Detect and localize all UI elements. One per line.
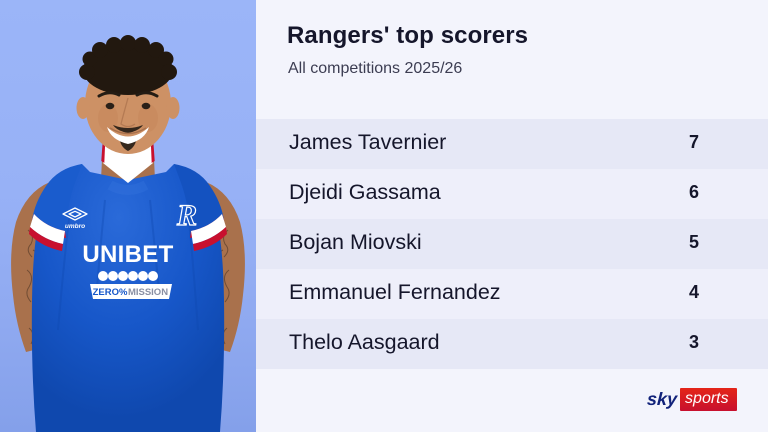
svg-text:ZERO%: ZERO% — [93, 287, 128, 298]
svg-text:UNIBET: UNIBET — [82, 241, 173, 268]
svg-text:R: R — [176, 199, 197, 232]
svg-text:umbro: umbro — [65, 223, 85, 230]
svg-text:MISSION: MISSION — [128, 287, 168, 298]
